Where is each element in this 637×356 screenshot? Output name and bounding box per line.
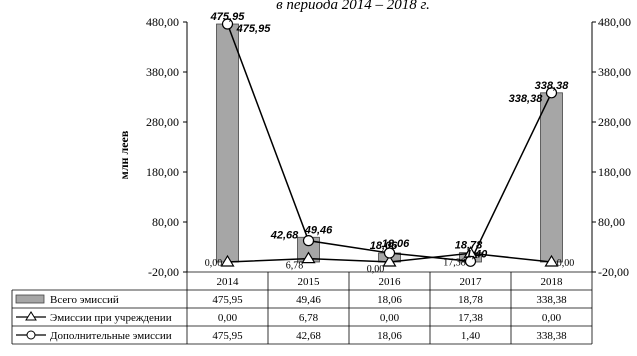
founding-value-label: 0,00	[205, 258, 223, 269]
additional-value-label: 18,06	[382, 238, 410, 250]
y-tick-label-left: 380,00	[146, 65, 179, 79]
y-tick-label-left: 480,00	[146, 15, 179, 29]
table-header-year: 2016	[379, 276, 402, 288]
y-tick-label-right: 480,00	[598, 15, 631, 29]
legend-entry: Дополнительные эмиссии	[50, 330, 172, 342]
founding-value-label: 0,00	[557, 258, 575, 269]
labels-layer: 475,95 49,46 18,06 18,78 338,38 0,00 6,78 0,00 1…	[205, 11, 575, 275]
table-header-year: 2015	[298, 276, 321, 288]
table-cell: 338,38	[536, 294, 567, 306]
table-cell: 49,46	[296, 294, 321, 306]
legend-entry: Эмиссии при учреждении	[50, 312, 172, 324]
y-tick-label-right: 180,00	[598, 165, 631, 179]
bar-total-2014	[216, 23, 239, 263]
table-cell: 0,00	[380, 312, 400, 324]
y-tick-label-left: 80,00	[152, 215, 179, 229]
founding-marker-2016	[382, 254, 397, 267]
founding-marker-2015	[301, 251, 316, 264]
founding-value-label: 0,00	[367, 264, 385, 275]
bars-layer	[216, 23, 563, 263]
table-cell: 18,78	[458, 294, 483, 306]
table-cell: 338,38	[536, 330, 567, 342]
bar-value-label: 475,95	[210, 11, 246, 23]
bar-value-label: 338,38	[535, 80, 570, 92]
bar-value-label: 18,78	[455, 240, 483, 252]
table-header-year: 2017	[460, 276, 483, 288]
table-cell: 0,00	[542, 312, 562, 324]
bar-value-label: 49,46	[304, 224, 333, 236]
table-cell: 17,38	[458, 312, 483, 324]
additional-value-label: 1,40	[466, 248, 488, 260]
legend-key-triangle	[25, 311, 37, 321]
chart-title-fragment: в периода 2014 – 2018 г.	[276, 0, 430, 13]
y-tick-label-left: -20,00	[148, 265, 179, 279]
additional-value-label: 42,68	[270, 230, 299, 242]
data-table: 2014 2015 2016 2017 2018 Всего эмиссий 475,95 4…	[11, 271, 593, 345]
y-tick-label-left: 180,00	[146, 165, 179, 179]
additional-value-label: 475,95	[236, 23, 272, 35]
lines-layer	[220, 18, 559, 267]
table-cell: 18,06	[377, 294, 402, 306]
y-tick-label-right: 380,00	[598, 65, 631, 79]
founding-value-label: 17,38	[443, 257, 466, 268]
y-tick-label-right: -20,00	[598, 265, 629, 279]
legend-key-circle	[26, 330, 36, 340]
table-header-year: 2014	[217, 276, 240, 288]
legend-key-total	[15, 294, 45, 304]
additional-marker-2018	[545, 87, 558, 99]
table-cell: 1,40	[461, 330, 481, 342]
y-axis-label: млн леев	[117, 130, 131, 179]
table-cell: 42,68	[296, 330, 321, 342]
y-tick-label-right: 80,00	[598, 215, 625, 229]
table-cell: 0,00	[218, 312, 238, 324]
additional-value-label: 338,38	[509, 93, 544, 105]
legend-entry: Всего эмиссий	[50, 294, 119, 306]
additional-marker-2016	[383, 247, 396, 259]
additional-marker-2014	[221, 18, 234, 30]
table-cell: 475,95	[212, 294, 243, 306]
y-tick-label-left: 280,00	[146, 115, 179, 129]
additional-marker-2015	[302, 235, 315, 247]
bar-value-label: 18,06	[370, 240, 398, 252]
table-header-year: 2018	[541, 276, 564, 288]
y-tick-label-right: 280,00	[598, 115, 631, 129]
bar-total-2018	[540, 92, 563, 263]
additional-emissions-line	[226, 23, 553, 263]
founding-value-label: 6,78	[286, 261, 304, 272]
founding-marker-2018	[544, 254, 559, 267]
axes-layer: 480,00 480,00 380,00 380,00 280,00 280,00 180,…	[146, 15, 631, 279]
additional-marker-2017	[464, 255, 477, 267]
table-cell: 18,06	[377, 330, 402, 342]
table-cell: 475,95	[212, 330, 243, 342]
founding-marker-2014	[220, 254, 235, 267]
table-cell: 6,78	[299, 312, 319, 324]
